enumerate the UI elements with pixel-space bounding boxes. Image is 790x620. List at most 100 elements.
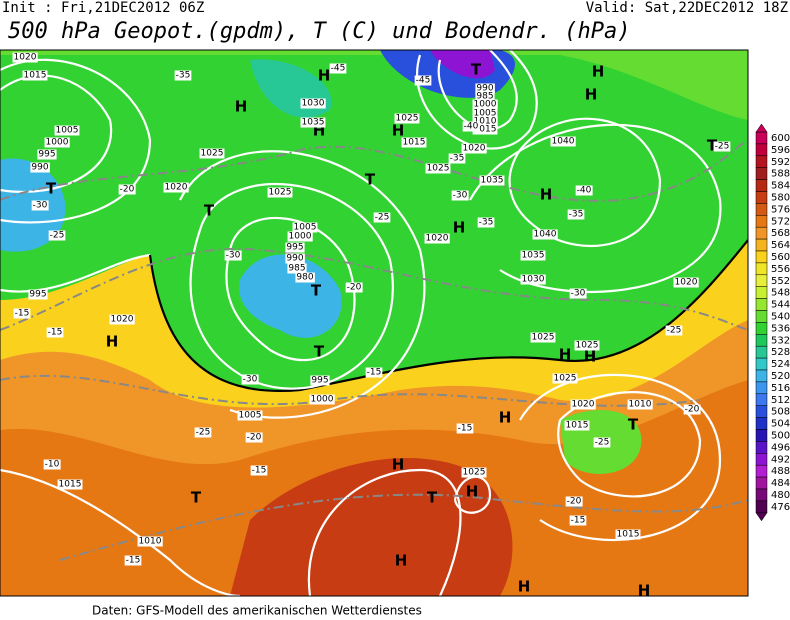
temperature-label: -30 xyxy=(571,289,586,299)
temperature-label-box xyxy=(565,496,583,507)
isobar-label-box xyxy=(552,373,578,384)
colorbar-cell xyxy=(755,262,768,276)
temperature-label-box xyxy=(593,437,611,448)
isobar-label: 1005 xyxy=(239,411,262,421)
pressure-center: T xyxy=(427,489,438,507)
pressure-center: T xyxy=(46,180,57,198)
colorbar-cell xyxy=(755,131,768,145)
temperature-label: -30 xyxy=(226,251,241,261)
temperature-label-box xyxy=(31,200,49,211)
colorbar-label: 580 xyxy=(771,192,790,203)
isobar-label-box xyxy=(287,263,307,274)
isobar-label: 1025 xyxy=(427,164,450,174)
temperature-label-box xyxy=(46,327,64,338)
isobar-label-box xyxy=(300,117,326,128)
colorbar-label: 504 xyxy=(771,419,790,430)
isobar xyxy=(0,253,151,293)
isobar-label-box xyxy=(287,231,313,242)
temperature-label-box xyxy=(250,465,268,476)
colorbar-label: 560 xyxy=(771,252,790,263)
colorbar-cell xyxy=(755,310,768,323)
isobar-label-box xyxy=(472,116,498,127)
colorbar-cell xyxy=(755,488,768,502)
isobar xyxy=(189,182,394,390)
isobar-label-box xyxy=(137,536,163,547)
colorbar-cell xyxy=(755,345,768,359)
isobar-label: 1010 xyxy=(139,537,162,547)
isobar-label: 995 xyxy=(29,290,46,300)
isoline-552 xyxy=(148,239,748,393)
temperature-label-box xyxy=(174,70,192,81)
isobar-label-box xyxy=(309,394,335,405)
cold-patch xyxy=(239,254,342,338)
isotherm xyxy=(0,247,748,331)
colorbar-cell xyxy=(755,441,768,454)
colorbar-label: 572 xyxy=(771,216,790,227)
temperature-label-box xyxy=(241,374,259,385)
isobar-label: 1000 xyxy=(289,232,312,242)
isobar-label: 1025 xyxy=(554,374,577,384)
colorbar-label: 500 xyxy=(771,430,790,441)
colorbar-cell xyxy=(755,381,768,395)
isobar xyxy=(225,217,356,362)
isobar-label-box xyxy=(28,289,48,300)
isobar xyxy=(557,391,702,498)
colorbar-label: 540 xyxy=(771,311,790,322)
isobar-label-box xyxy=(109,314,135,325)
footer: Daten: GFS-Modell des amerikanischen Wet… xyxy=(92,604,422,618)
isobar xyxy=(307,468,462,596)
isobar-label: 1020 xyxy=(426,234,449,244)
temperature-label-box xyxy=(345,282,363,293)
isobar-label-box xyxy=(574,340,600,351)
isobar-label-box xyxy=(564,420,590,431)
isobar-label-box xyxy=(12,52,38,63)
colorbar-arrow xyxy=(755,512,768,522)
temperature-label-box xyxy=(456,423,474,434)
pressure-center: H xyxy=(540,186,553,204)
colorbar-cell xyxy=(755,143,768,157)
isobar xyxy=(519,373,722,542)
colorbar-cell xyxy=(755,167,768,180)
temperature-label: -20 xyxy=(685,405,700,415)
colorbar-cell xyxy=(755,298,768,311)
temperature-label-box xyxy=(13,308,31,319)
colorbar-cell xyxy=(755,191,768,204)
isobar-label: 1015 xyxy=(24,71,47,81)
colorbar-cell xyxy=(755,369,768,383)
pressure-center: T xyxy=(314,343,325,361)
isobar-label-box xyxy=(615,529,641,540)
temperature-label: -25 xyxy=(595,438,610,448)
colorbar-label: 596 xyxy=(771,145,790,156)
temperature-label: -15 xyxy=(252,466,267,476)
temperature-label-box xyxy=(124,555,142,566)
pressure-center: T xyxy=(471,61,482,79)
temperature-label-box xyxy=(448,153,466,164)
isobar-label: 1020 xyxy=(14,53,37,63)
temperature-label: -15 xyxy=(126,556,141,566)
colorbar-label: 516 xyxy=(771,383,790,394)
temperature-label: -10 xyxy=(45,460,60,470)
isobar xyxy=(179,150,426,419)
temperature-label: -45 xyxy=(416,76,431,86)
temperature-label: -40 xyxy=(464,122,479,132)
isobar-label-box xyxy=(295,272,315,283)
isobar-label: 1000 xyxy=(474,100,497,110)
temperature-label: -20 xyxy=(247,433,262,443)
isobar-label-box xyxy=(300,98,326,109)
pressure-center: H xyxy=(235,98,248,116)
temperature-label-box xyxy=(329,63,347,74)
temperature-label: -30 xyxy=(243,375,258,385)
isobar-label-box xyxy=(530,332,556,343)
colorbar-label: 548 xyxy=(771,288,790,299)
isobar-label: 995 xyxy=(286,243,303,253)
isobar-label: 1010 xyxy=(629,400,652,410)
isobar-label-box xyxy=(292,222,318,233)
colorbar-cell xyxy=(755,238,768,252)
colorbar-label: 484 xyxy=(771,478,790,489)
isobar-label: 1015 xyxy=(617,530,640,540)
isobar-label-box xyxy=(57,479,83,490)
isobar-label-box xyxy=(267,187,293,198)
temperature-label-box xyxy=(451,190,469,201)
colorbar-cell xyxy=(755,215,768,228)
